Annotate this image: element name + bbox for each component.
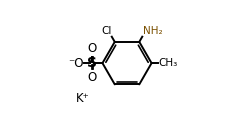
Text: O: O — [87, 72, 97, 85]
Text: ⁻O: ⁻O — [68, 57, 83, 70]
Text: O: O — [87, 42, 97, 55]
Text: S: S — [87, 56, 97, 70]
Text: CH₃: CH₃ — [158, 58, 177, 68]
Text: NH₂: NH₂ — [142, 26, 162, 36]
Text: Cl: Cl — [101, 26, 111, 36]
Text: K⁺: K⁺ — [76, 92, 89, 105]
